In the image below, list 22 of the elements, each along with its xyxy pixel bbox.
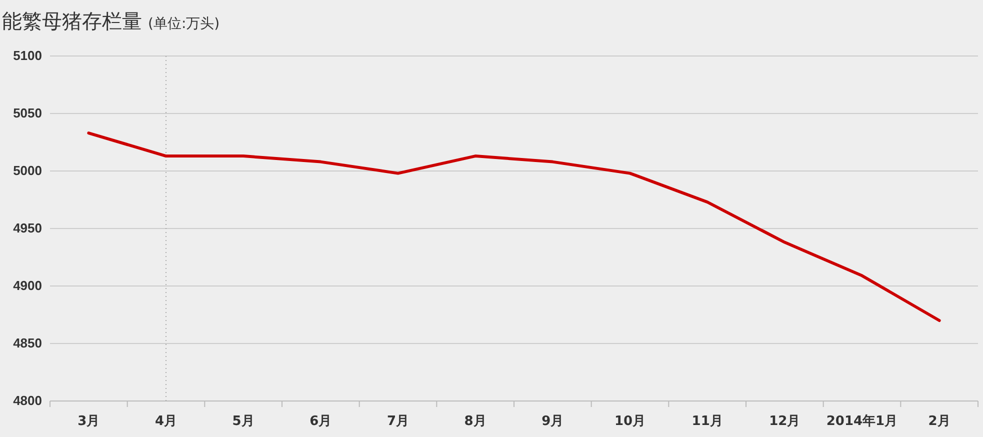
- x-tick-label: 3月: [78, 414, 100, 429]
- x-tick-label: 10月: [614, 414, 646, 429]
- x-tick-label: 2月: [928, 414, 950, 429]
- x-tick-label: 11月: [692, 414, 723, 429]
- y-tick-label: 5050: [13, 106, 42, 120]
- line-series: [87, 132, 941, 322]
- y-tick-label: 4900: [13, 278, 42, 293]
- x-tick-label: 8月: [464, 414, 486, 429]
- y-tick-label: 4800: [13, 393, 42, 408]
- x-tick-label: 2014年1月: [826, 414, 898, 429]
- y-tick-label: 5000: [13, 163, 42, 178]
- x-tick-label: 7月: [386, 414, 410, 429]
- chart-title: 能繁母猪存栏量: [2, 9, 142, 33]
- x-tick-label: 5月: [232, 414, 254, 429]
- x-tick-label: 12月: [769, 414, 800, 429]
- chart-subtitle: (单位:万头): [148, 16, 220, 32]
- y-tick-label: 4950: [13, 220, 42, 236]
- y-tick-label: 4850: [13, 336, 42, 350]
- y-tick-label: 5100: [13, 48, 42, 63]
- x-tick-label: 4月: [154, 414, 178, 429]
- x-tick-label: 9月: [542, 414, 564, 429]
- x-tick-label: 6月: [310, 414, 332, 429]
